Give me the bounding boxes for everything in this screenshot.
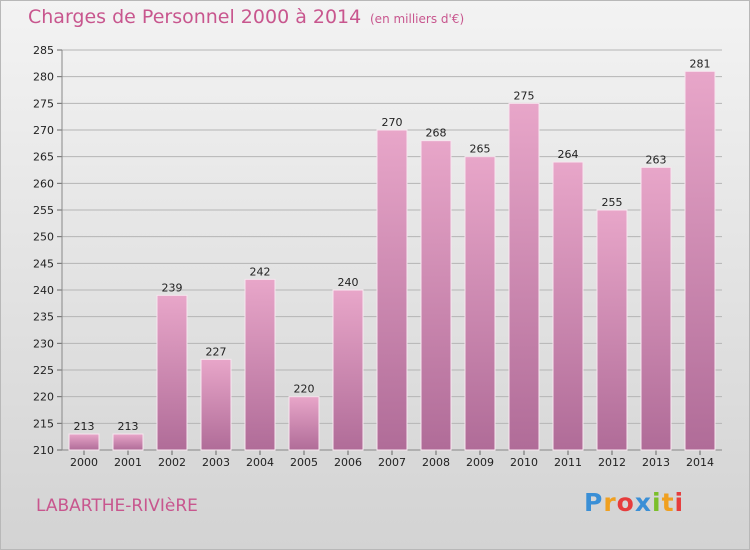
- y-tick-label: 220: [33, 391, 54, 404]
- value-label-2000: 213: [74, 420, 95, 433]
- bar-2013: [640, 166, 672, 451]
- value-label-2014: 281: [690, 57, 711, 70]
- bar-2003: [200, 358, 232, 451]
- y-tick-label: 260: [33, 177, 54, 190]
- x-tick-label-2013: 2013: [642, 456, 670, 469]
- bar-2010: [508, 102, 540, 451]
- bar-2014: [684, 70, 716, 451]
- x-tick-label-2000: 2000: [70, 456, 98, 469]
- logo-letter: P: [584, 488, 604, 517]
- bar-2011: [552, 161, 584, 451]
- x-tick-label-2002: 2002: [158, 456, 186, 469]
- y-tick-label: 230: [33, 337, 54, 350]
- x-tick-label-2004: 2004: [246, 456, 274, 469]
- x-tick-label-2014: 2014: [686, 456, 714, 469]
- bar-2004: [244, 278, 276, 451]
- y-tick-label: 270: [33, 124, 54, 137]
- value-label-2008: 268: [426, 127, 447, 140]
- value-label-2012: 255: [602, 196, 623, 209]
- y-tick-label: 280: [33, 71, 54, 84]
- bar-2012: [596, 209, 628, 451]
- y-tick-label: 275: [33, 97, 54, 110]
- bar-2006: [332, 289, 364, 451]
- value-label-2013: 263: [646, 153, 667, 166]
- bar-2000: [68, 433, 100, 451]
- y-tick-label: 210: [33, 444, 54, 457]
- value-label-2004: 242: [250, 265, 271, 278]
- value-label-2001: 213: [118, 420, 139, 433]
- value-label-2005: 220: [294, 383, 315, 396]
- logo-letter: i: [652, 488, 662, 517]
- y-tick-label: 215: [33, 417, 54, 430]
- y-tick-label: 225: [33, 364, 54, 377]
- value-label-2009: 265: [470, 143, 491, 156]
- x-tick-label-2003: 2003: [202, 456, 230, 469]
- x-tick-label-2010: 2010: [510, 456, 538, 469]
- x-tick-label-2009: 2009: [466, 456, 494, 469]
- value-label-2010: 275: [514, 89, 535, 102]
- x-tick-label-2005: 2005: [290, 456, 318, 469]
- chart-subtitle: (en milliers d'€): [370, 12, 465, 26]
- value-label-2011: 264: [558, 148, 579, 161]
- logo-letter: i: [674, 488, 685, 517]
- bar-2008: [420, 140, 452, 451]
- bar-2001: [112, 433, 144, 451]
- y-tick-label: 285: [33, 44, 54, 57]
- x-tick-label-2007: 2007: [378, 456, 406, 469]
- labels: 210 215 220 225 230 235 240 245 250 255 260 265 270 2…: [33, 44, 714, 469]
- bar-2007: [376, 129, 408, 451]
- logo-letter: x: [634, 488, 652, 517]
- bar-2002: [156, 294, 188, 451]
- value-label-2006: 240: [338, 276, 359, 289]
- x-tick-label-2011: 2011: [554, 456, 582, 469]
- x-tick-label-2008: 2008: [422, 456, 450, 469]
- x-tick-label-2006: 2006: [334, 456, 362, 469]
- y-tick-label: 240: [33, 284, 54, 297]
- value-label-2002: 239: [162, 281, 183, 294]
- chart-title: Charges de Personnel 2000 à 2014: [28, 6, 362, 28]
- commune-name: LABARTHE-RIVIèRE: [36, 496, 198, 516]
- logo-letter: t: [661, 488, 675, 517]
- logo-letter: o: [616, 488, 635, 517]
- value-label-2007: 270: [382, 116, 403, 129]
- y-tick-label: 250: [33, 231, 54, 244]
- y-tick-label: 255: [33, 204, 54, 217]
- x-tick-label-2012: 2012: [598, 456, 626, 469]
- y-tick-label: 245: [33, 257, 54, 270]
- bar-2009: [464, 156, 496, 451]
- proxiti-logo: Proxiti: [584, 488, 684, 517]
- logo-letter: r: [603, 488, 617, 517]
- bar-2005: [288, 396, 320, 451]
- y-tick-label: 235: [33, 311, 54, 324]
- bars: [68, 70, 716, 451]
- y-tick-label: 265: [33, 151, 54, 164]
- x-tick-label-2001: 2001: [114, 456, 142, 469]
- value-label-2003: 227: [206, 345, 227, 358]
